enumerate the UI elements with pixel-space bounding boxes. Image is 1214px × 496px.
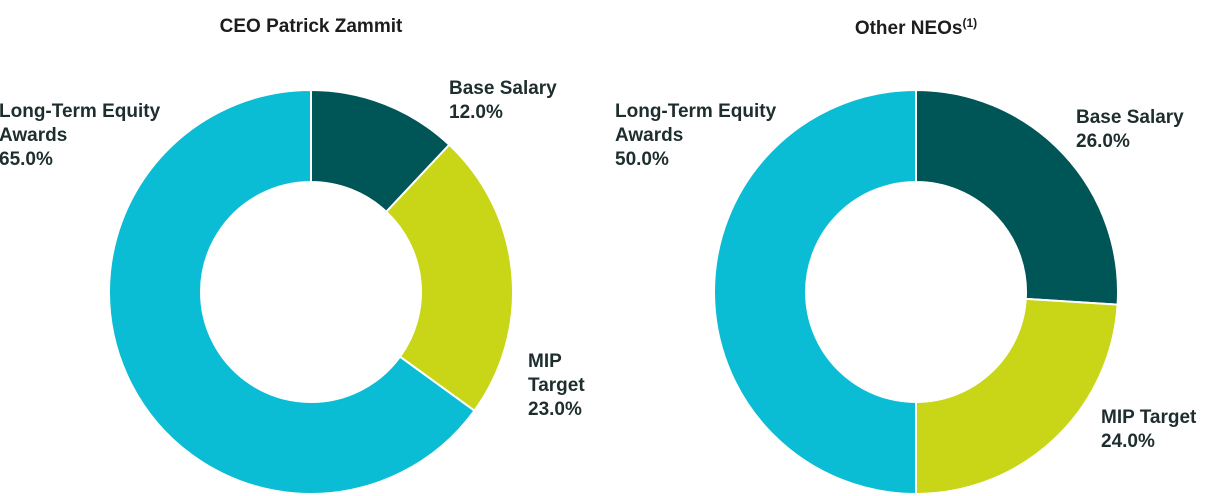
footnote-marker: (1) bbox=[962, 16, 978, 30]
segment-label: MIP Target 24.0% bbox=[1101, 406, 1214, 454]
category-name: Long-Term Equity Awards bbox=[0, 101, 161, 146]
segment-label: Long-Term Equity Awards 50.0% bbox=[615, 100, 815, 172]
chart-title: Other NEOs(1) bbox=[716, 16, 1116, 40]
title-text: CEO Patrick Zammit bbox=[219, 16, 403, 37]
value-label: 26.0% bbox=[1076, 131, 1130, 152]
value-label: 23.0% bbox=[528, 399, 582, 420]
segment-label: MIP Target 23.0% bbox=[528, 350, 598, 422]
value-label: 12.0% bbox=[449, 102, 503, 123]
category-name: MIP Target bbox=[528, 351, 585, 396]
donut-segment bbox=[713, 88, 917, 496]
value-label: 65.0% bbox=[0, 149, 53, 170]
segment-label: Long-Term Equity Awards 65.0% bbox=[0, 100, 199, 172]
segment-label: Base Salary 12.0% bbox=[449, 77, 589, 125]
segment-label: Base Salary 26.0% bbox=[1076, 106, 1214, 154]
category-name: Base Salary bbox=[449, 78, 557, 99]
category-name: Base Salary bbox=[1076, 107, 1184, 128]
donut-segment bbox=[915, 297, 1119, 496]
value-label: 24.0% bbox=[1101, 431, 1155, 452]
value-label: 50.0% bbox=[615, 149, 669, 170]
donut-segment bbox=[915, 88, 1119, 306]
title-text: Other NEOs bbox=[854, 18, 963, 39]
category-name: Long-Term Equity Awards bbox=[615, 101, 777, 146]
donut-segment bbox=[384, 143, 514, 413]
category-name: MIP Target bbox=[1101, 407, 1197, 428]
donut-segment bbox=[108, 88, 476, 495]
chart-title: CEO Patrick Zammit bbox=[111, 16, 511, 38]
